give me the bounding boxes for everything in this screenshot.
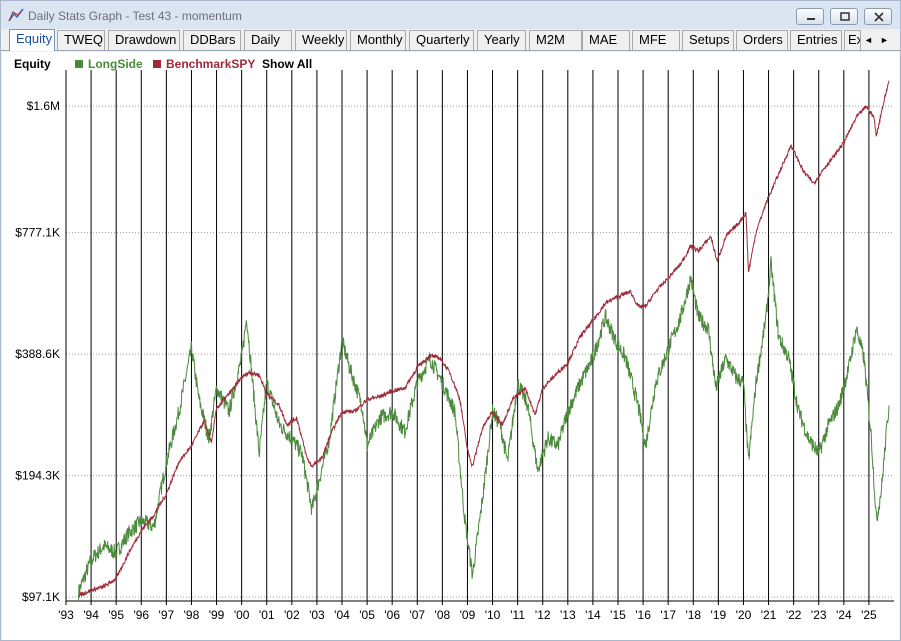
x-tick-label: '00: [234, 608, 250, 622]
x-tick-label: '05: [359, 608, 375, 622]
tab-entries[interactable]: Entries: [790, 30, 842, 50]
series-line-benchmarkspy: [78, 80, 890, 598]
maximize-button[interactable]: [830, 8, 858, 25]
scroll-left-icon[interactable]: ◄: [864, 35, 873, 45]
close-icon: [874, 12, 884, 22]
x-tick-label: '13: [560, 608, 576, 622]
tab-bar: Equity TWEQ Drawdown DDBars Daily Weekly…: [1, 29, 900, 51]
x-tick-label: '22: [786, 608, 802, 622]
legend-title: Equity: [14, 57, 51, 71]
tab-mae[interactable]: MAE: [582, 30, 630, 50]
y-tick-label: $388.6K: [15, 347, 60, 361]
tab-m2m[interactable]: M2M: [529, 30, 582, 50]
tab-exits[interactable]: Ex: [844, 30, 861, 50]
x-tick-label: '10: [485, 608, 501, 622]
chart-legend: Equity LongSide BenchmarkSPY Show All: [2, 52, 899, 74]
y-tick-label: $1.6M: [27, 99, 60, 113]
x-tick-label: '19: [711, 608, 727, 622]
series-line-longside: [78, 256, 890, 600]
tab-yearly[interactable]: Yearly: [477, 30, 526, 50]
close-button[interactable]: [864, 8, 892, 25]
minimize-button[interactable]: [796, 8, 824, 25]
x-tick-label: '06: [384, 608, 400, 622]
scroll-right-icon[interactable]: ►: [880, 35, 889, 45]
tab-weekly[interactable]: Weekly: [295, 30, 347, 50]
x-tick-label: '23: [811, 608, 827, 622]
y-tick-label: $194.3K: [15, 469, 60, 483]
tab-setups[interactable]: Setups: [682, 30, 734, 50]
x-tick-label: '98: [184, 608, 200, 622]
x-tick-label: '12: [535, 608, 551, 622]
legend-item-benchmarkspy[interactable]: BenchmarkSPY: [153, 57, 255, 71]
title-bar[interactable]: Daily Stats Graph - Test 43 - momentum: [1, 1, 900, 29]
x-tick-label: '11: [510, 608, 525, 622]
tab-ddbars[interactable]: DDBars: [183, 30, 241, 50]
tab-tweq[interactable]: TWEQ: [57, 30, 105, 50]
legend-swatch-benchmarkspy: [153, 60, 161, 68]
window-title: Daily Stats Graph - Test 43 - momentum: [28, 9, 242, 23]
x-tick-label: '94: [83, 608, 99, 622]
maximize-icon: [840, 12, 850, 21]
x-tick-label: '18: [685, 608, 701, 622]
legend-swatch-longside: [75, 60, 83, 68]
x-tick-label: '15: [610, 608, 626, 622]
minimize-icon: [807, 18, 815, 20]
x-tick-label: '01: [259, 608, 275, 622]
tab-quarterly[interactable]: Quarterly: [409, 30, 474, 50]
x-tick-label: '09: [460, 608, 476, 622]
app-chart-icon: [8, 8, 24, 22]
x-tick-label: '93: [58, 608, 74, 622]
show-all-button[interactable]: Show All: [262, 57, 313, 71]
x-tick-label: '96: [133, 608, 149, 622]
y-tick-label: $777.1K: [15, 226, 60, 240]
x-tick-label: '24: [836, 608, 852, 622]
x-tick-label: '20: [736, 608, 752, 622]
tab-daily[interactable]: Daily: [244, 30, 292, 50]
x-tick-label: '17: [660, 608, 676, 622]
x-tick-label: '21: [761, 608, 777, 622]
x-tick-label: '25: [861, 608, 877, 622]
x-tick-label: '14: [585, 608, 601, 622]
tab-drawdown[interactable]: Drawdown: [108, 30, 180, 50]
x-tick-label: '16: [635, 608, 651, 622]
x-tick-label: '02: [284, 608, 300, 622]
legend-item-longside[interactable]: LongSide: [75, 57, 143, 71]
equity-line-chart: $97.1K $194.3K $388.6K $777.1K $1.6M '93 '94 '9…: [15, 70, 894, 622]
x-tick-label: '04: [334, 608, 350, 622]
equity-chart-panel: Equity LongSide BenchmarkSPY Show All $9…: [2, 52, 899, 640]
tab-orders[interactable]: Orders: [736, 30, 788, 50]
x-tick-label: '07: [409, 608, 425, 622]
x-tick-label: '99: [209, 608, 225, 622]
x-tick-label: '95: [108, 608, 124, 622]
y-tick-label: $97.1K: [22, 590, 60, 604]
tab-monthly[interactable]: Monthly: [350, 30, 406, 50]
tab-mfe[interactable]: MFE: [632, 30, 680, 50]
x-tick-label: '08: [435, 608, 451, 622]
x-tick-label: '97: [159, 608, 175, 622]
tab-equity[interactable]: Equity: [9, 29, 55, 51]
x-tick-label: '03: [309, 608, 325, 622]
